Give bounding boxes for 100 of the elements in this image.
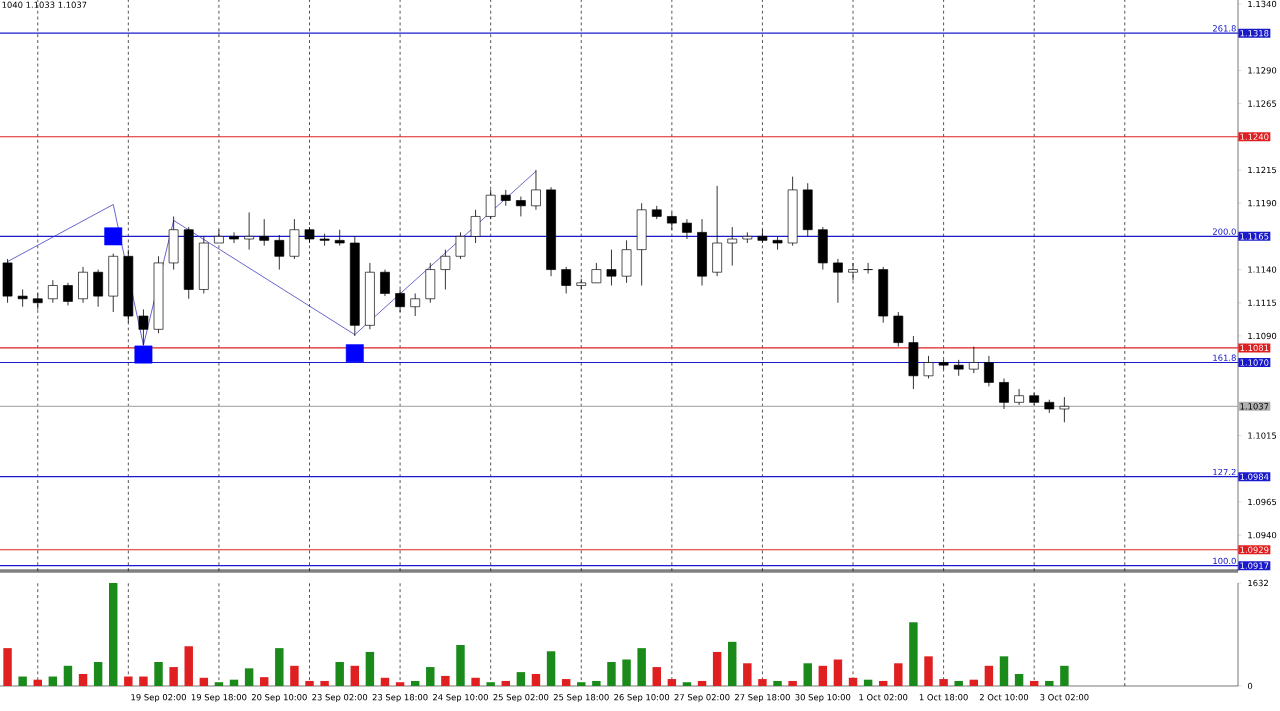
candlestick [47,279,58,304]
bar [275,648,284,686]
bar [93,662,103,686]
x-tick-label: 30 Sep 10:00 [795,694,851,703]
bar [788,680,797,686]
ref-line-label: 1.1037 [1240,403,1269,410]
candlestick [999,378,1009,410]
x-tick-label: 23 Sep 18:00 [372,694,428,703]
ref-line-label: 1.1240 [1240,133,1269,140]
bar [426,667,435,686]
candlestick [63,282,73,306]
bar [456,644,465,686]
bar [833,659,843,686]
y-tick-label: 1.1015 [1248,432,1277,439]
x-tick-label: 26 Sep 10:00 [614,694,670,703]
bar [199,677,209,686]
candlestick [1014,388,1024,406]
bar [637,648,646,686]
bar [139,676,148,686]
y-tick-label: 1632 [1248,579,1268,587]
annotation: 100.0 [1213,557,1236,565]
candlestick [334,229,345,247]
bar [63,665,73,686]
bar [320,680,329,686]
bar [803,663,812,686]
candlestick [319,233,330,247]
candlestick [455,231,466,260]
annotation: 161.8 [1213,354,1236,361]
x-tick-label: 20 Sep 10:00 [251,694,307,703]
bar [395,682,405,686]
x-tick-label: 2 Oct 10:00 [979,694,1029,701]
bar [909,622,918,686]
candlestick [516,196,526,217]
bar [214,682,224,686]
point [134,345,153,364]
candlestick [591,262,602,284]
candlestick [229,231,239,244]
bar [335,662,344,686]
candlestick [848,262,858,281]
candlestick [410,293,421,317]
bar [758,679,767,686]
bar [924,656,933,686]
x-tick-label: 25 Sep 02:00 [493,694,549,703]
candlestick [772,235,783,251]
bar [244,668,254,686]
candlestick [138,309,149,346]
y-tick-label: 1.1290 [1248,67,1277,74]
bar [380,677,390,686]
bar [546,651,556,686]
bar [607,662,616,686]
bar [441,675,450,686]
bar [577,682,586,686]
bar [184,646,193,686]
bar [531,674,541,686]
ref-line-label: 1.1165 [1240,233,1269,240]
bar [939,679,948,686]
y-tick-label: 1.1115 [1248,299,1277,306]
candlestick [531,169,541,211]
y-tick-label: 0 [1247,682,1253,690]
bar [561,679,571,686]
candlestick [727,226,738,266]
candlestick [923,355,934,379]
bar [486,682,495,686]
bar [592,680,601,686]
candlestick [561,266,572,294]
bar [471,677,480,686]
bar [501,680,510,686]
x-tick-label: 19 Sep 18:00 [191,694,247,703]
bar [622,659,631,686]
bar [728,641,737,686]
candlestick [380,269,390,297]
bar [169,667,178,686]
bar [229,679,239,686]
y-tick-label: 1.1140 [1248,266,1277,273]
annotation: 200.0 [1212,228,1236,235]
bar [1014,674,1024,686]
bar [682,682,692,686]
bar [290,665,299,686]
bar [712,651,722,686]
bar [1045,680,1054,686]
point [345,344,364,363]
bar [969,679,979,686]
y-tick-label: 1.1190 [1248,199,1277,207]
candlestick [274,234,285,270]
bar [516,672,526,686]
annotation: 1040 1.1033 1.1037 [2,1,87,8]
y-tick-label: 1.0965 [1248,498,1277,506]
x-tick-label: 1 Oct 18:00 [919,694,968,701]
bar [78,674,88,686]
y-tick-label: 1.1340 [1248,0,1277,8]
annotation: 127.2 [1213,468,1236,476]
ref-line-label: 1.1070 [1240,359,1269,366]
bar [848,677,858,686]
bar [743,663,752,686]
bar [954,680,963,686]
bar [3,648,12,686]
bar [259,677,269,686]
bar [818,665,828,686]
annotation: 261.8 [1212,25,1236,32]
candlestick [470,209,481,244]
